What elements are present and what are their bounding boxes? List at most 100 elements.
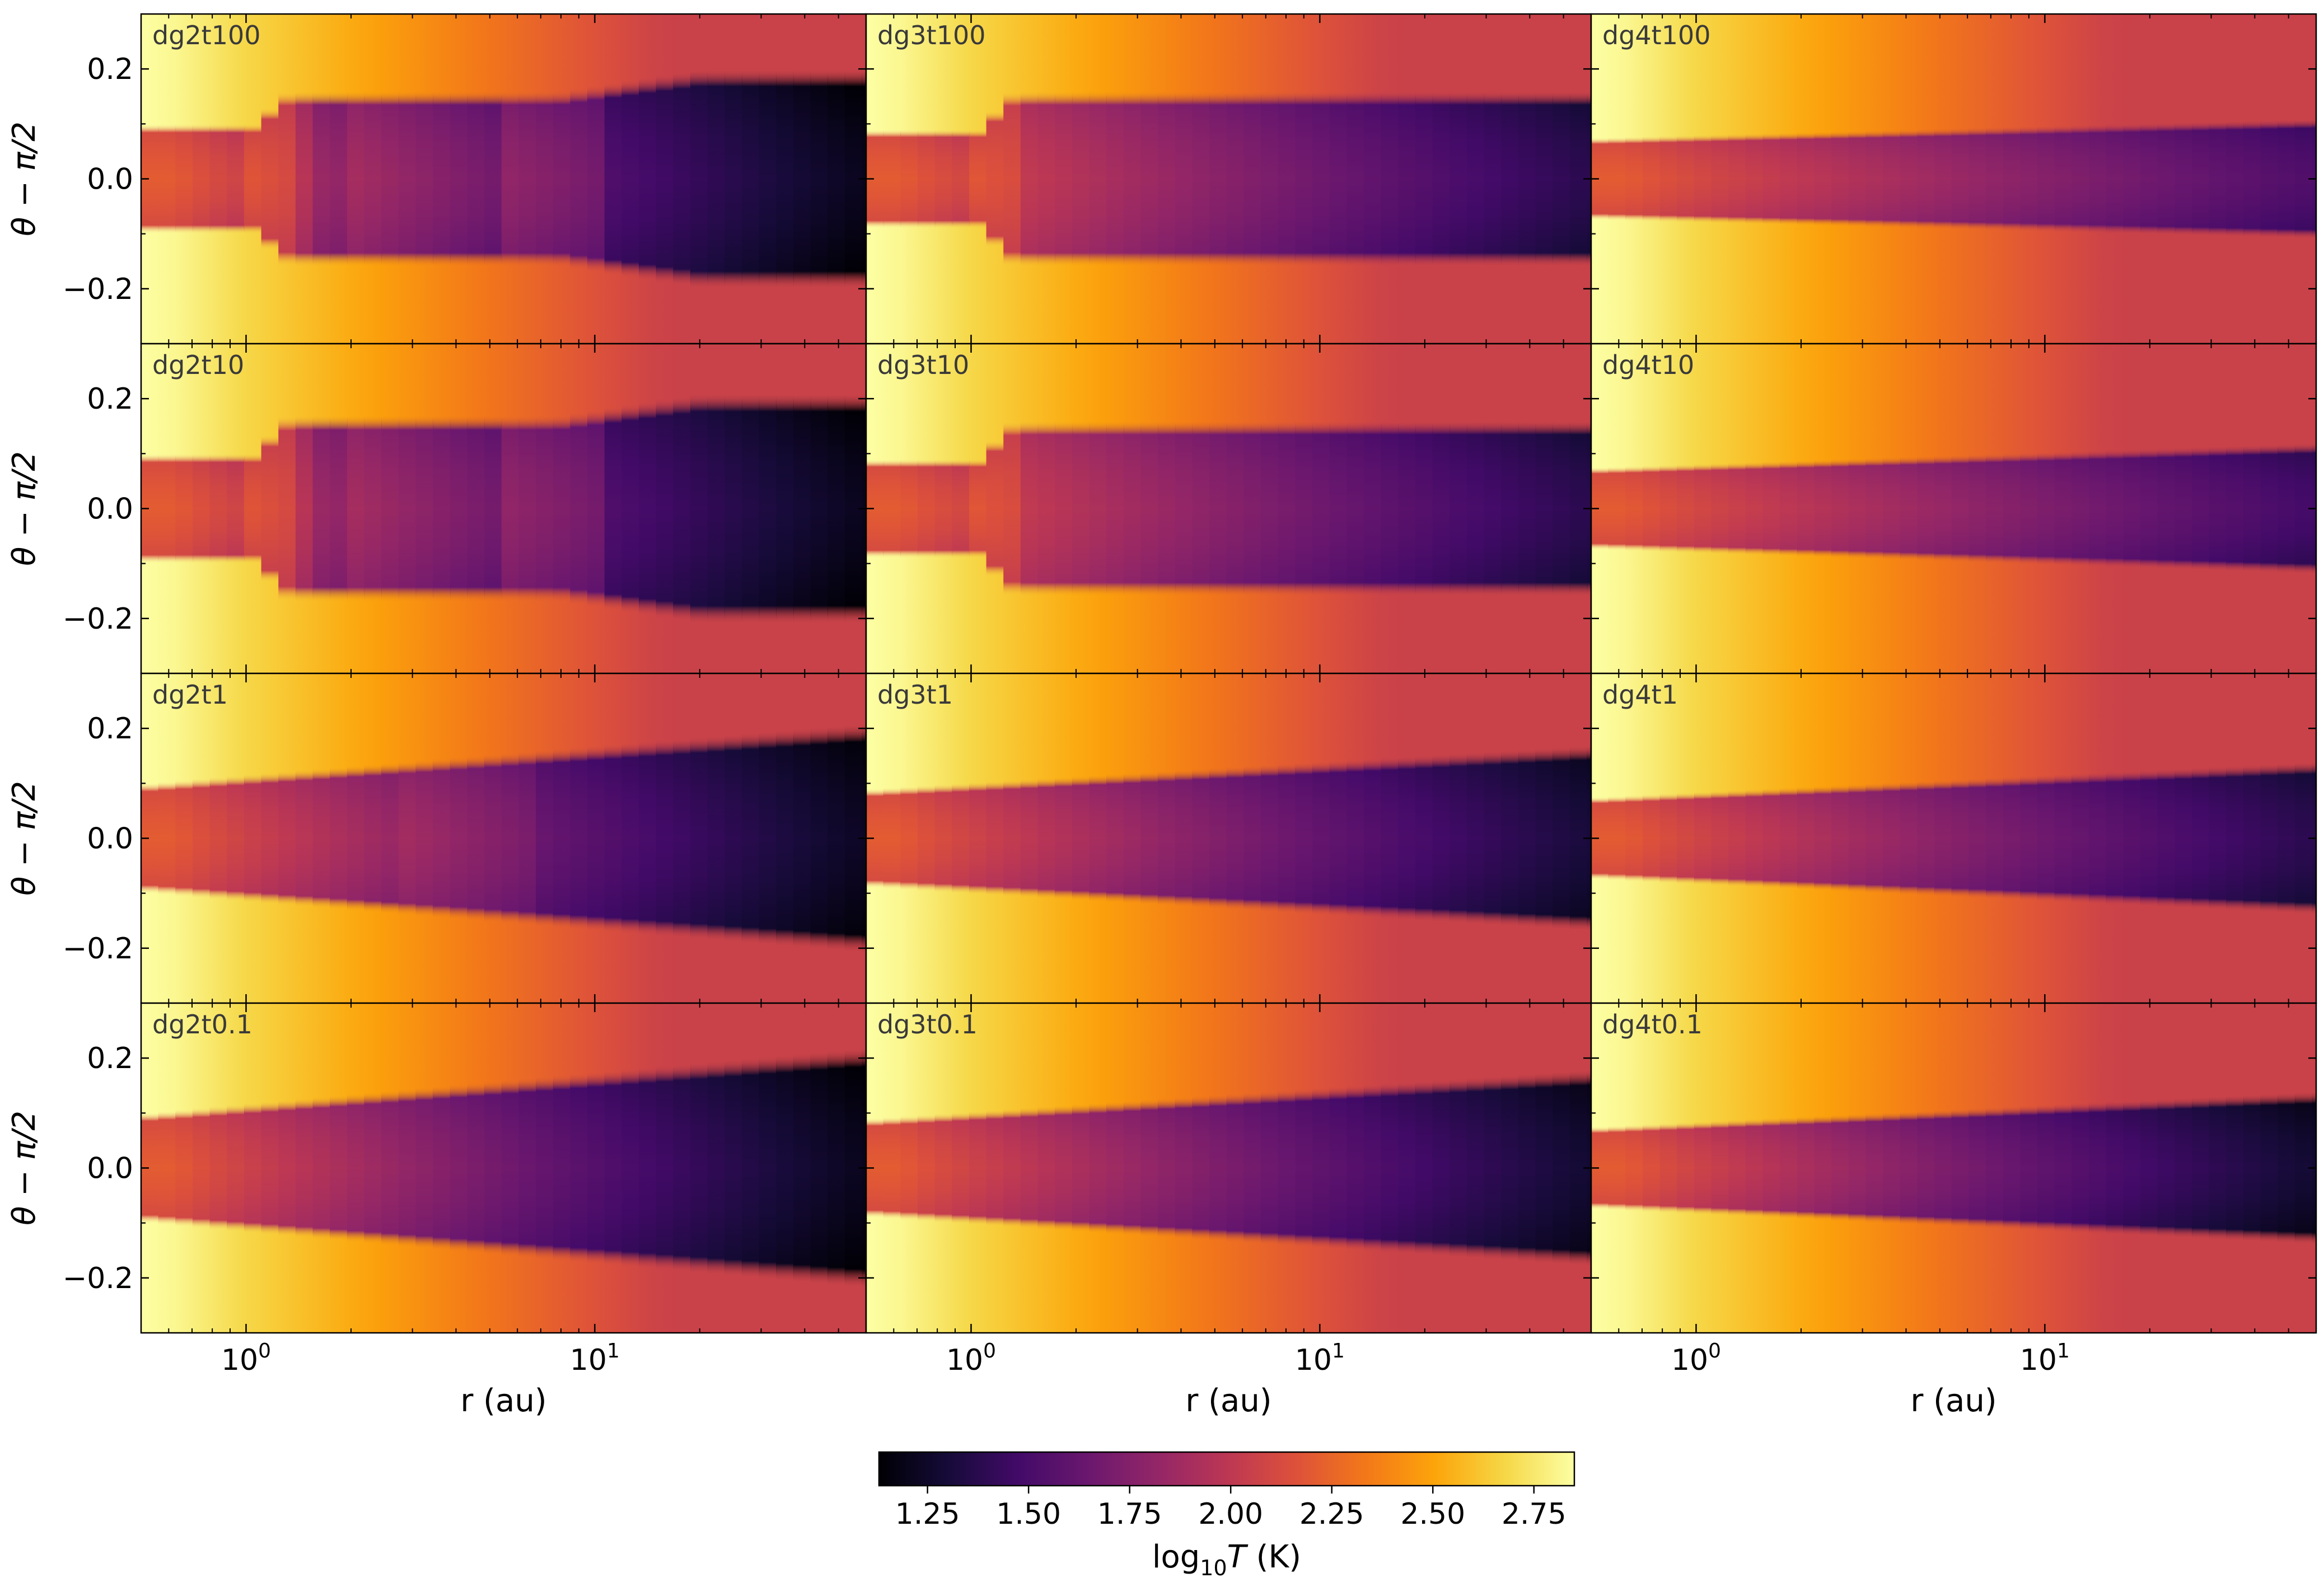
midplane-strip [2123, 448, 2141, 569]
midplane-strip [312, 415, 331, 602]
midplane-strip [1677, 464, 1695, 554]
midplane-strip [1553, 91, 1570, 267]
midplane-strip [347, 415, 365, 602]
midplane-strip [2157, 447, 2176, 570]
midplane-strip [1711, 462, 1729, 555]
midplane-strip [934, 129, 953, 229]
midplane-strip [1089, 91, 1107, 267]
midplane-strip [1364, 91, 1382, 267]
panel-dg3t10: dg3t10 [865, 343, 1592, 675]
midplane-strip [1158, 91, 1176, 267]
midplane-strip [398, 91, 417, 267]
midplane-strip [536, 415, 554, 602]
midplane-strip [1243, 91, 1261, 267]
midplane-strip [398, 415, 417, 602]
midplane-strip [467, 91, 485, 267]
midplane-strip [1295, 420, 1313, 597]
midplane-strip [969, 129, 987, 229]
midplane-strip [2175, 447, 2192, 570]
midplane-strip [1814, 131, 1832, 227]
midplane-strip [1883, 129, 1901, 228]
midplane-strip [2140, 123, 2158, 235]
midplane-strip [1346, 420, 1364, 597]
midplane-strip [1780, 460, 1798, 557]
midplane-strip [1466, 91, 1485, 267]
panel-label: dg3t10 [877, 350, 969, 380]
midplane-strip [1072, 91, 1090, 267]
midplane-strip [759, 393, 777, 624]
midplane-strip [656, 398, 674, 619]
midplane-strip [312, 91, 331, 267]
midplane-strip [1745, 133, 1764, 225]
midplane-strip [450, 415, 468, 602]
midplane-strip [1140, 91, 1158, 267]
midplane-strip [1694, 134, 1712, 223]
midplane-strip [2140, 448, 2158, 569]
midplane-strip [553, 414, 571, 603]
midplane-strip [2106, 123, 2124, 235]
midplane-strip [1745, 461, 1764, 556]
midplane-strip [639, 401, 657, 616]
midplane-strip [1535, 420, 1554, 597]
midplane-strip [1226, 91, 1245, 267]
midplane-strip [776, 393, 794, 624]
midplane-strip [278, 416, 296, 601]
midplane-strip [295, 91, 314, 267]
midplane-strip [1123, 420, 1142, 597]
midplane-strip [900, 129, 918, 229]
midplane-strip [1003, 92, 1021, 266]
midplane-strip [621, 404, 639, 614]
midplane-strip [587, 85, 605, 273]
midplane-strip [415, 415, 433, 602]
midplane-strip [759, 68, 777, 289]
midplane-strip [1968, 127, 1986, 231]
panel-dg3t100: dg3t100 [865, 13, 1592, 345]
midplane-strip [1381, 91, 1399, 267]
midplane-strip [1934, 455, 1952, 562]
panel-label: dg4t10 [1602, 350, 1694, 380]
midplane-strip [1659, 135, 1678, 222]
midplane-strip [570, 87, 588, 270]
midplane-strip [244, 124, 262, 234]
midplane-strip [883, 129, 901, 229]
midplane-strip [2226, 120, 2244, 237]
midplane-strip [518, 415, 536, 602]
midplane-strip [1917, 128, 1935, 230]
midplane-strip [1192, 420, 1210, 597]
midplane-strip [900, 458, 918, 559]
midplane-strip [1797, 132, 1815, 226]
panel-dg2t10: dg2t10 0.2 0.0 −0.2 θ − π/2 [6, 343, 867, 675]
midplane-strip [1659, 464, 1678, 553]
y-axis-label: θ − π/2 [6, 451, 43, 566]
midplane-strip [1192, 91, 1210, 267]
midplane-strip [2054, 125, 2073, 233]
midplane-strip [415, 91, 433, 267]
midplane-strip [1642, 465, 1661, 552]
midplane-strip [2020, 452, 2038, 565]
midplane-strip [1329, 420, 1348, 597]
midplane-strip [244, 453, 262, 564]
midplane-strip [2037, 451, 2055, 566]
midplane-strip [1501, 91, 1519, 267]
midplane-strip [1003, 422, 1021, 596]
midplane-strip [1415, 91, 1433, 267]
midplane-strip [1072, 420, 1090, 597]
midplane-strip [1762, 461, 1781, 556]
midplane-strip [1711, 134, 1729, 224]
midplane-strip [1986, 127, 2004, 231]
midplane-strip [2106, 449, 2124, 568]
midplane-strip [1642, 135, 1661, 222]
midplane-strip [227, 453, 245, 564]
midplane-strip [1432, 91, 1451, 267]
midplane-strip [1037, 420, 1056, 597]
midplane-strip [724, 68, 742, 289]
midplane-strip [2003, 453, 2021, 564]
midplane-strip [1900, 456, 1918, 561]
midplane-strip [433, 415, 451, 602]
midplane-strip [2191, 446, 2210, 571]
midplane-strip [986, 440, 1004, 577]
y-tick-label: −0.2 [63, 602, 133, 636]
y-axis-label: θ − π/2 [6, 121, 43, 236]
y-tick-label: 0.0 [87, 493, 133, 526]
